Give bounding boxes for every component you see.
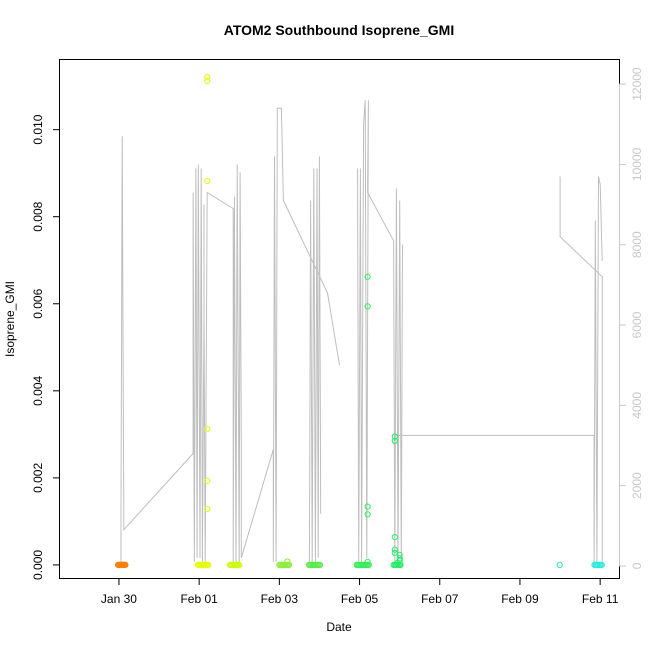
altitude-line-segment [559, 176, 603, 566]
y2-tick-label: 2000 [630, 472, 644, 499]
x-tick-label: Feb 03 [261, 592, 299, 606]
x-tick-label: Feb 07 [421, 592, 459, 606]
y-axis-right: 0 2000 4000 6000 8000 10000 12000 [619, 67, 644, 569]
altitude-line [120, 107, 340, 567]
y-tick-label: 0.006 [31, 288, 45, 318]
data-point [394, 559, 401, 566]
data-point [365, 561, 372, 569]
x-tick-label: Feb 01 [180, 592, 218, 606]
data-point [364, 558, 371, 566]
data-point [391, 433, 398, 440]
data-point [204, 73, 211, 81]
x-tick-label: Feb 09 [501, 592, 539, 606]
data-point [204, 426, 211, 433]
data-point [204, 477, 211, 484]
data-point [364, 303, 371, 310]
data-point [391, 534, 398, 541]
data-point [285, 561, 293, 569]
data-point [391, 546, 398, 553]
altitude-line-segment [357, 100, 403, 562]
scatter-points-layer [115, 73, 605, 569]
y-axis-left: 0.000 0.002 0.004 0.006 0.008 0.010 [31, 114, 60, 580]
x-tick-label: Feb 05 [341, 592, 379, 606]
data-point [556, 561, 563, 569]
y2-tick-label: 10000 [630, 147, 644, 181]
y-tick-label: 0.000 [31, 550, 45, 580]
data-point [598, 561, 605, 569]
data-point [204, 506, 211, 513]
data-point [284, 558, 291, 565]
y-tick-label: 0.004 [31, 375, 45, 405]
data-point [316, 561, 323, 569]
data-point [364, 511, 371, 518]
y-tick-label: 0.008 [31, 201, 45, 231]
y2-tick-label: 4000 [630, 392, 644, 419]
data-point [364, 273, 371, 280]
data-point [364, 503, 371, 510]
y-tick-label: 0.010 [31, 114, 45, 144]
y2-tick-label: 0 [630, 562, 644, 569]
data-point [205, 561, 212, 569]
data-point [204, 177, 211, 185]
data-point [122, 561, 129, 569]
y-axis-label: Isoprene_GMI [3, 281, 17, 357]
altitude-line-segment [394, 176, 603, 567]
x-axis-label: Date [326, 620, 352, 634]
data-point [236, 561, 243, 569]
y2-tick-label: 12000 [630, 67, 644, 101]
data-point [391, 549, 398, 556]
y2-tick-label: 6000 [630, 311, 644, 338]
data-point [204, 77, 211, 85]
y2-tick-label: 8000 [630, 231, 644, 258]
x-tick-label: Jan 30 [101, 592, 137, 606]
chart-title: ATOM2 Southbound Isoprene_GMI [224, 22, 454, 38]
x-tick-label: Feb 11 [582, 592, 619, 606]
x-axis: Jan 30 Feb 01 Feb 03 Feb 05 Feb 07 Feb 09 Feb … [101, 578, 619, 606]
data-point [391, 437, 398, 444]
y-tick-label: 0.002 [31, 463, 45, 493]
